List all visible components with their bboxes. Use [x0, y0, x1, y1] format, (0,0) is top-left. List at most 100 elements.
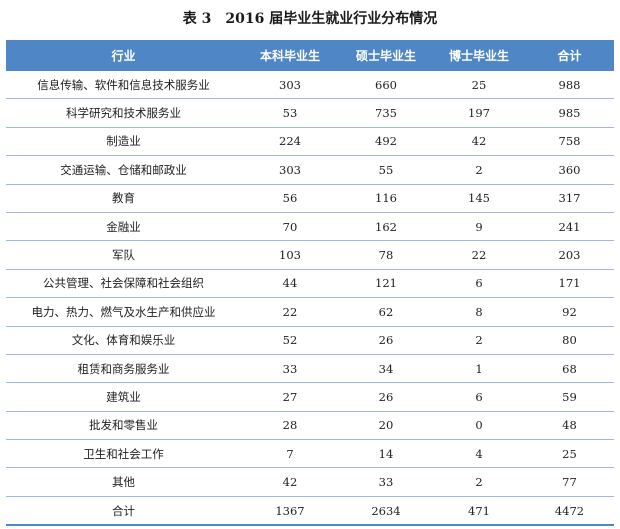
master-cell: 116 — [339, 184, 433, 213]
table-body: 信息传输、软件和信息技术服务业 303 660 25 988 科学研究和技术服务业 53 73… — [6, 71, 614, 527]
industry-distribution-table: 行业 本科毕业生 硕士毕业生 博士毕业生 合计 信息传输、软件和信息技术服务业 3… — [6, 40, 614, 527]
doctor-cell: 145 — [433, 184, 525, 213]
master-cell: 121 — [339, 269, 433, 299]
total-cell: 203 — [525, 240, 614, 270]
doctor-cell: 1 — [433, 354, 525, 384]
industry-cell: 金融业 — [6, 212, 241, 242]
industry-cell: 公共管理、社会保障和社会组织 — [6, 269, 241, 299]
total-cell: 758 — [525, 127, 614, 157]
total-cell: 241 — [525, 212, 614, 242]
master-cell: 14 — [339, 439, 433, 469]
industry-cell: 信息传输、软件和信息技术服务业 — [6, 71, 241, 100]
doctor-cell: 8 — [433, 297, 525, 327]
doctor-cell: 2 — [433, 155, 525, 185]
table-row: 金融业 70 162 9 241 — [6, 212, 614, 242]
industry-cell: 租赁和商务服务业 — [6, 354, 241, 384]
doctor-cell: 6 — [433, 269, 525, 299]
undergraduate-cell: 7 — [241, 439, 339, 469]
total-row: 合计 1367 2634 471 4472 — [6, 496, 614, 527]
table-row: 租赁和商务服务业 33 34 1 68 — [6, 354, 614, 384]
industry-cell: 其他 — [6, 467, 241, 497]
undergraduate-cell: 52 — [241, 326, 339, 355]
table-row: 公共管理、社会保障和社会组织 44 121 6 171 — [6, 269, 614, 299]
header-industry: 行业 — [6, 40, 241, 71]
total-cell: 80 — [525, 326, 614, 355]
undergraduate-cell: 303 — [241, 71, 339, 100]
total-cell: 360 — [525, 155, 614, 185]
doctor-cell: 22 — [433, 240, 525, 270]
industry-cell: 卫生和社会工作 — [6, 439, 241, 469]
undergraduate-cell: 224 — [241, 127, 339, 157]
doctor-cell: 9 — [433, 212, 525, 242]
master-cell: 20 — [339, 411, 433, 441]
header-total: 合计 — [525, 40, 614, 71]
industry-cell: 批发和零售业 — [6, 411, 241, 441]
industry-cell: 科学研究和技术服务业 — [6, 98, 241, 128]
table-row: 科学研究和技术服务业 53 735 197 985 — [6, 98, 614, 128]
industry-cell: 军队 — [6, 240, 241, 270]
header-row: 行业 本科毕业生 硕士毕业生 博士毕业生 合计 — [6, 40, 614, 71]
table-row: 信息传输、软件和信息技术服务业 303 660 25 988 — [6, 71, 614, 100]
undergraduate-cell: 33 — [241, 354, 339, 384]
total-cell: 171 — [525, 269, 614, 299]
table-row: 军队 103 78 22 203 — [6, 240, 614, 270]
total-master-cell: 2634 — [339, 496, 433, 527]
master-cell: 492 — [339, 127, 433, 157]
total-cell: 317 — [525, 184, 614, 213]
total-cell: 25 — [525, 439, 614, 469]
total-cell: 48 — [525, 411, 614, 441]
undergraduate-cell: 103 — [241, 240, 339, 270]
doctor-cell: 0 — [433, 411, 525, 441]
doctor-cell: 2 — [433, 326, 525, 355]
master-cell: 660 — [339, 71, 433, 100]
table-row: 文化、体育和娱乐业 52 26 2 80 — [6, 326, 614, 355]
doctor-cell: 197 — [433, 98, 525, 128]
header-doctor: 博士毕业生 — [433, 40, 525, 71]
table-row: 教育 56 116 145 317 — [6, 184, 614, 213]
table-row: 批发和零售业 28 20 0 48 — [6, 411, 614, 441]
table-header: 行业 本科毕业生 硕士毕业生 博士毕业生 合计 — [6, 40, 614, 71]
total-total-cell: 4472 — [525, 496, 614, 527]
master-cell: 26 — [339, 382, 433, 412]
industry-cell: 电力、热力、燃气及水生产和供应业 — [6, 297, 241, 327]
total-cell: 92 — [525, 297, 614, 327]
master-cell: 55 — [339, 155, 433, 185]
total-cell: 59 — [525, 382, 614, 412]
total-doctor-cell: 471 — [433, 496, 525, 527]
total-industry-cell: 合计 — [6, 496, 241, 527]
master-cell: 735 — [339, 98, 433, 128]
header-master: 硕士毕业生 — [339, 40, 433, 71]
industry-cell: 教育 — [6, 184, 241, 213]
undergraduate-cell: 53 — [241, 98, 339, 128]
industry-cell: 文化、体育和娱乐业 — [6, 326, 241, 355]
table-row: 交通运输、仓储和邮政业 303 55 2 360 — [6, 155, 614, 185]
industry-cell: 建筑业 — [6, 382, 241, 412]
total-cell: 68 — [525, 354, 614, 384]
doctor-cell: 42 — [433, 127, 525, 157]
master-cell: 78 — [339, 240, 433, 270]
industry-cell: 制造业 — [6, 127, 241, 157]
table-row: 电力、热力、燃气及水生产和供应业 22 62 8 92 — [6, 297, 614, 327]
total-cell: 77 — [525, 467, 614, 497]
undergraduate-cell: 42 — [241, 467, 339, 497]
doctor-cell: 4 — [433, 439, 525, 469]
doctor-cell: 2 — [433, 467, 525, 497]
doctor-cell: 6 — [433, 382, 525, 412]
undergraduate-cell: 303 — [241, 155, 339, 185]
master-cell: 162 — [339, 212, 433, 242]
master-cell: 33 — [339, 467, 433, 497]
undergraduate-cell: 56 — [241, 184, 339, 213]
table-row: 建筑业 27 26 6 59 — [6, 382, 614, 412]
master-cell: 26 — [339, 326, 433, 355]
table-row: 其他 42 33 2 77 — [6, 467, 614, 497]
undergraduate-cell: 22 — [241, 297, 339, 327]
undergraduate-cell: 28 — [241, 411, 339, 441]
industry-cell: 交通运输、仓储和邮政业 — [6, 155, 241, 185]
master-cell: 34 — [339, 354, 433, 384]
master-cell: 62 — [339, 297, 433, 327]
table-row: 制造业 224 492 42 758 — [6, 127, 614, 157]
undergraduate-cell: 70 — [241, 212, 339, 242]
total-cell: 985 — [525, 98, 614, 128]
table-caption: 表 3 2016 届毕业生就业行业分布情况 — [182, 11, 438, 27]
